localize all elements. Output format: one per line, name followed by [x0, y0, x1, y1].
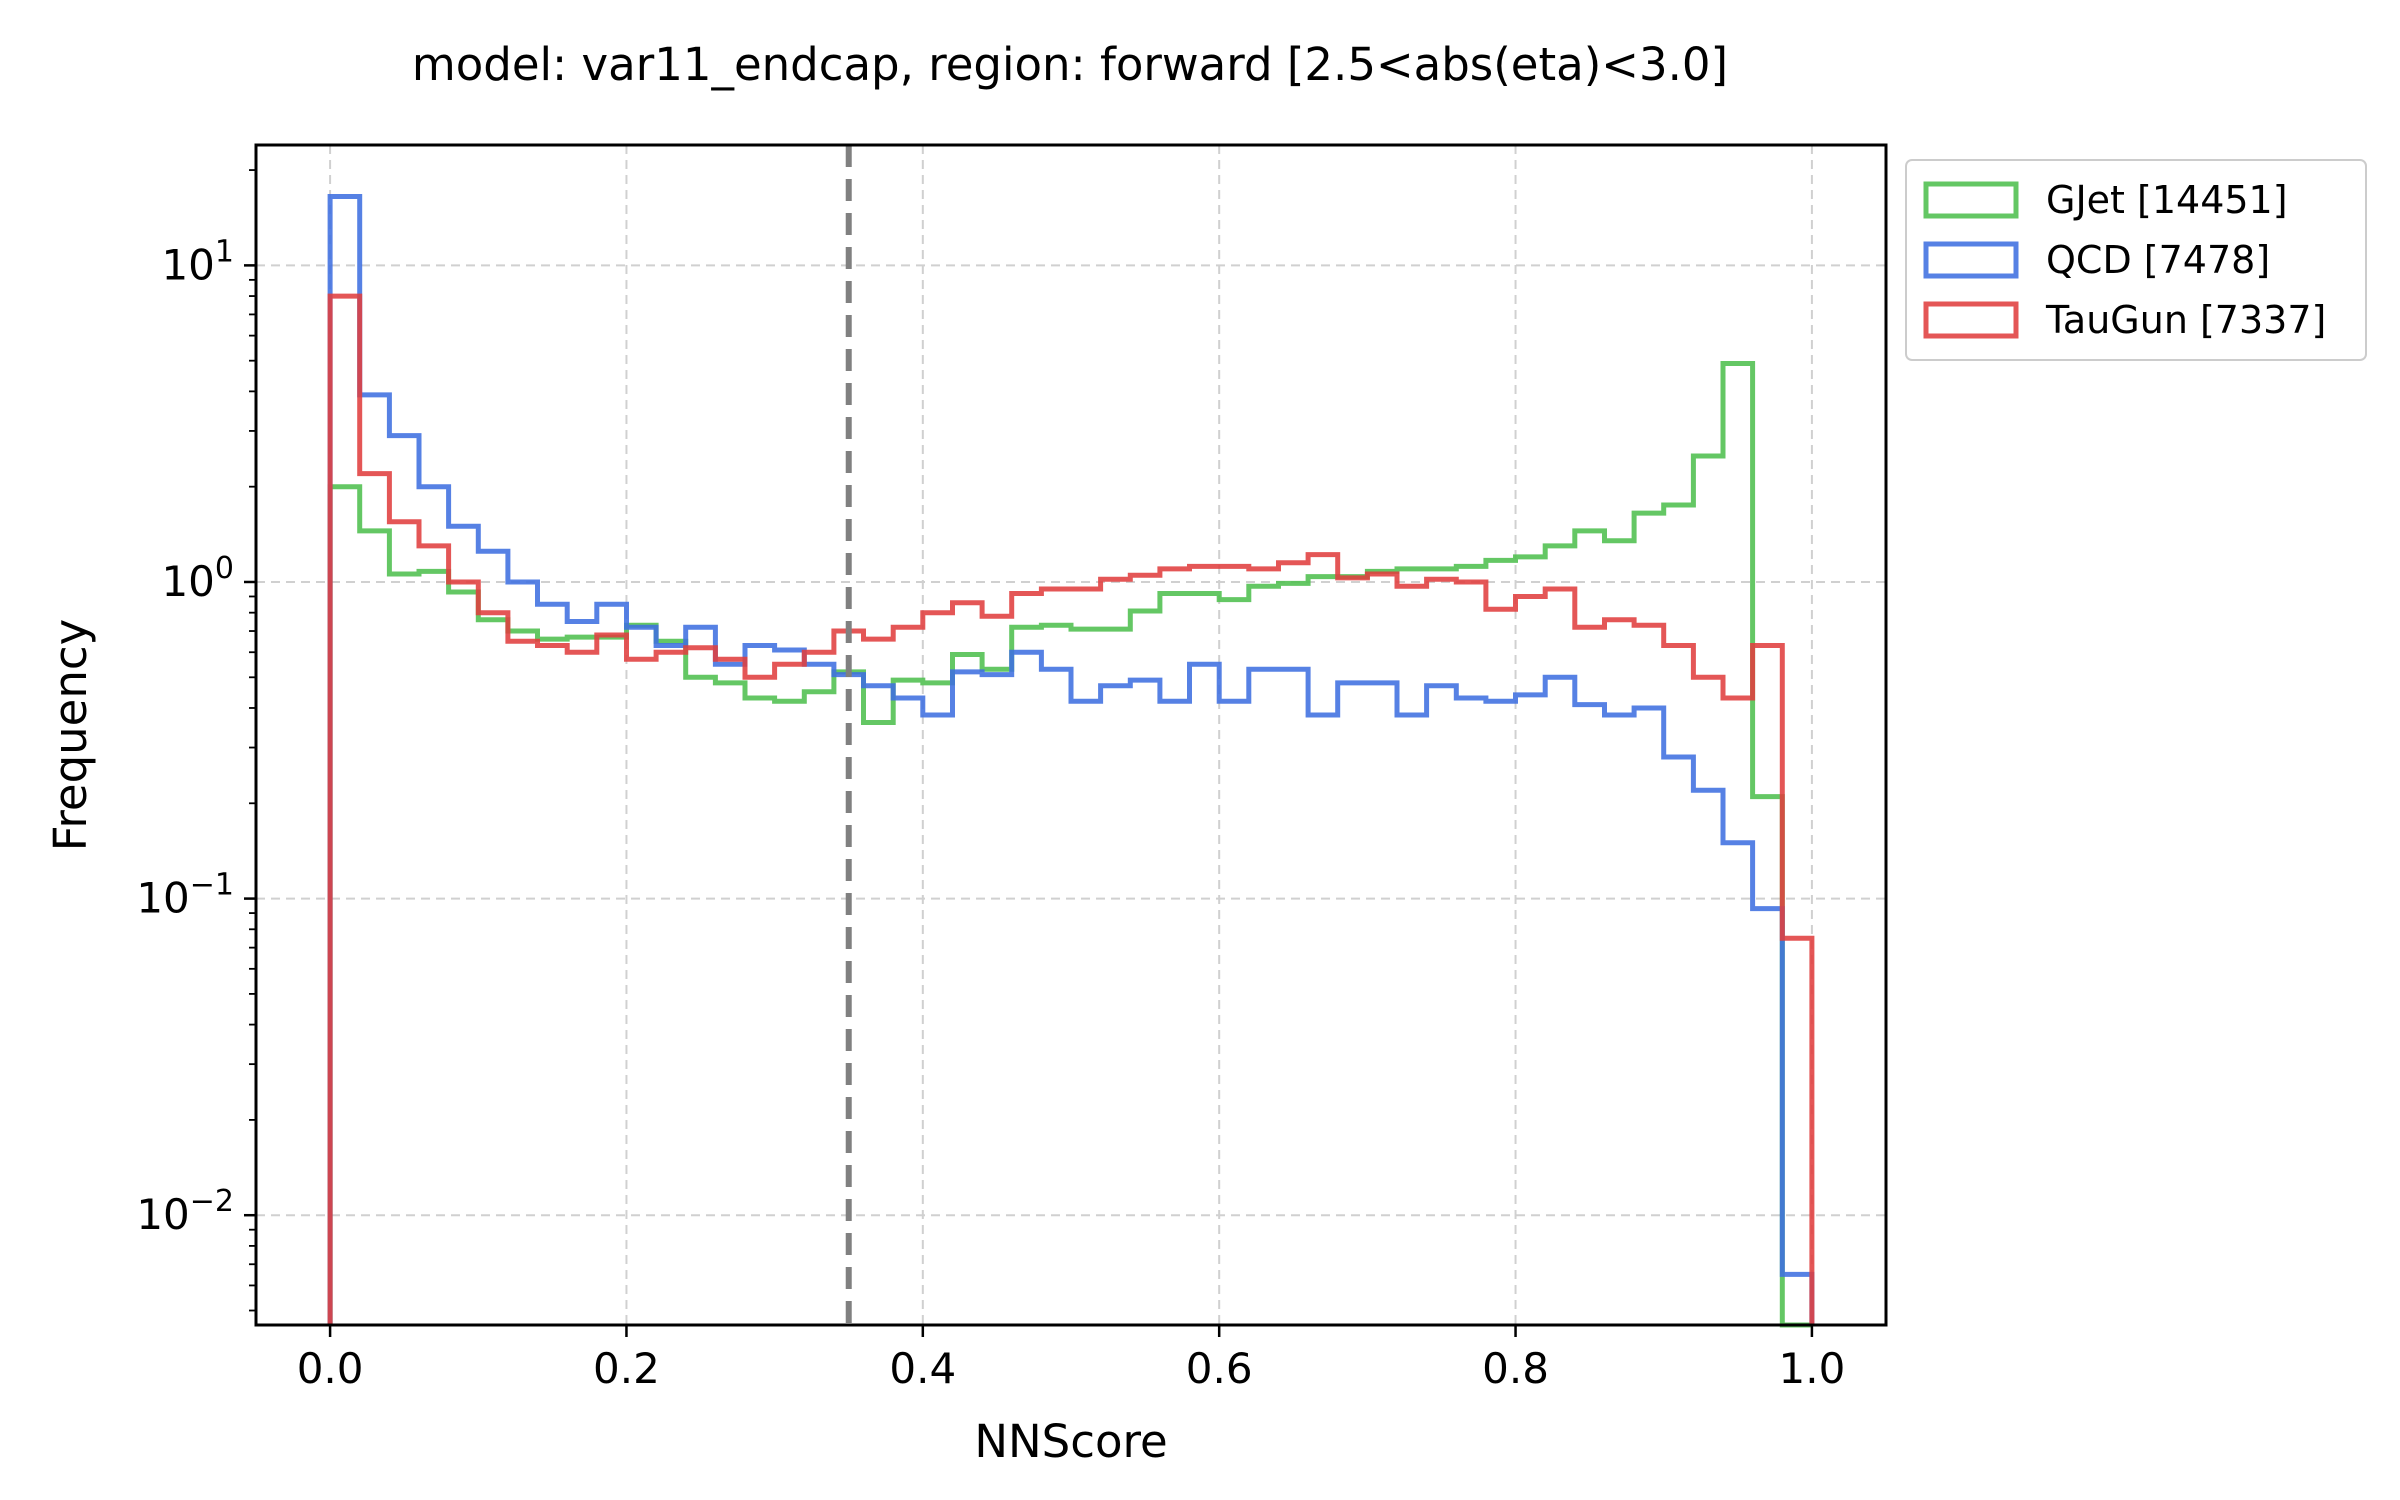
- y-tick-base: 10: [136, 1190, 189, 1239]
- series-step-line: [327, 361, 1812, 1328]
- y-tick-exponent: −2: [190, 1184, 234, 1219]
- series-layer: [327, 194, 1815, 1328]
- y-tick-base: 10: [161, 240, 214, 289]
- x-tick-label: 0.0: [297, 1344, 364, 1393]
- series-step-line: [327, 293, 1815, 1325]
- y-axis-label: Frequency: [44, 619, 97, 851]
- legend-label: TauGun [7337]: [2045, 298, 2326, 342]
- x-tick-label: 0.4: [889, 1344, 956, 1393]
- chart-title: model: var11_endcap, region: forward [2.…: [412, 38, 1728, 91]
- plot-frame: [254, 143, 1888, 1327]
- y-tick-label: 10−2: [136, 1184, 234, 1239]
- legend-swatch: [1923, 301, 2019, 339]
- y-tick-base: 10: [136, 874, 189, 923]
- legend-label: GJet [14451]: [2046, 178, 2288, 222]
- x-tick-label: 0.6: [1186, 1344, 1253, 1393]
- legend-swatch: [1923, 241, 2019, 279]
- legend-items: GJet [14451] QCD [7478] TauGun [7337]: [1923, 178, 2326, 342]
- y-tick-exponent: 1: [215, 234, 234, 269]
- legend-label: QCD [7478]: [2046, 238, 2270, 282]
- legend-swatch: [1923, 181, 2019, 219]
- x-tick-label: 0.2: [593, 1344, 660, 1393]
- y-tick-label: 101: [161, 234, 234, 289]
- y-tick-exponent: 0: [215, 551, 234, 586]
- legend-box: [1905, 159, 2367, 361]
- y-tick-base: 10: [161, 557, 214, 606]
- x-tick-label: 0.8: [1482, 1344, 1549, 1393]
- y-tick-label: 10−1: [136, 868, 234, 923]
- x-tick-label: 1.0: [1779, 1344, 1846, 1393]
- y-tick-exponent: −1: [190, 868, 234, 903]
- legend: GJet [14451] QCD [7478] TauGun [7337]: [1905, 159, 2367, 361]
- x-axis-label: NNScore: [974, 1415, 1167, 1468]
- series-step-line: [327, 194, 1815, 1325]
- y-tick-label: 100: [161, 551, 234, 606]
